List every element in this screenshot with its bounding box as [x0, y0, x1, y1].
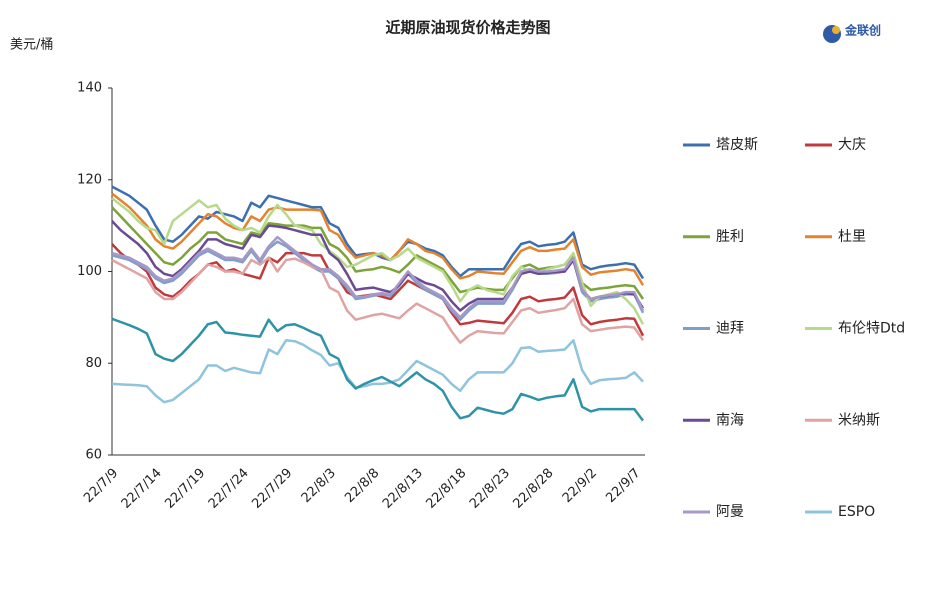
- y-tick-label: 100: [77, 264, 102, 279]
- series-line: [111, 220, 645, 312]
- series-line: [111, 235, 645, 319]
- x-tick-label: 22/8/18: [423, 466, 469, 512]
- x-tick-label: 22/8/28: [510, 466, 556, 512]
- y-tick-label: 120: [77, 172, 102, 187]
- x-tick-label: 22/8/13: [380, 466, 426, 512]
- logo: 金联创: [823, 23, 881, 43]
- y-tick-label: 140: [77, 81, 102, 96]
- y-tick-label: 60: [85, 448, 102, 463]
- series-line: [111, 197, 645, 325]
- legend-label: ESPO: [838, 504, 875, 520]
- series-line: [111, 317, 644, 422]
- x-tick-label: 22/7/29: [249, 466, 295, 512]
- logo-text: 金联创: [844, 23, 881, 38]
- y-tick-label: 80: [85, 356, 102, 371]
- legend-label: 布伦特Dtd: [838, 321, 905, 337]
- legend-label: 南海: [716, 412, 744, 428]
- x-tick-label: 22/8/3: [299, 466, 339, 506]
- legend-label: 胜利: [716, 229, 744, 245]
- logo-icon: [832, 26, 840, 34]
- legend-label: 迪拜: [716, 321, 744, 337]
- series-line: [111, 256, 645, 344]
- legend-label: 大庆: [838, 137, 866, 153]
- x-tick-label: 22/7/14: [119, 466, 165, 512]
- legend-label: 阿曼: [716, 504, 744, 520]
- x-tick-label: 22/9/7: [603, 466, 643, 506]
- x-tick-label: 22/7/9: [81, 466, 121, 506]
- x-tick-label: 22/9/2: [560, 466, 600, 506]
- legend-label: 米纳斯: [838, 412, 880, 428]
- x-tick-label: 22/8/23: [467, 466, 513, 512]
- legend-label: 杜里: [838, 229, 866, 245]
- y-axis-label: 美元/桶: [10, 38, 53, 53]
- series-line: [111, 339, 644, 404]
- legend-label: 塔皮斯: [716, 137, 758, 153]
- x-tick-label: 22/8/8: [342, 466, 382, 506]
- chart-title: 近期原油现货价格走势图: [385, 19, 550, 37]
- x-tick-label: 22/7/24: [206, 466, 252, 512]
- x-tick-label: 22/7/19: [162, 466, 208, 512]
